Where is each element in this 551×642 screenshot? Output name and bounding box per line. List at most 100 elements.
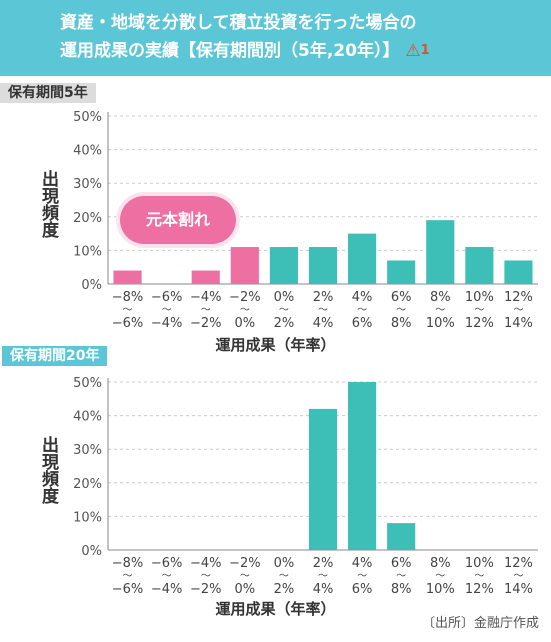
y-tick-label: 50% bbox=[73, 376, 102, 391]
x-tick-separator: 〜 bbox=[279, 571, 289, 582]
x-tick-label: −4% bbox=[151, 582, 183, 597]
bar bbox=[191, 270, 220, 284]
title-banner: 資産・地域を分散して積立投資を行った場合の 運用成果の実績【保有期間別（5年,2… bbox=[0, 0, 551, 76]
bar bbox=[269, 247, 298, 284]
x-tick-separator: 〜 bbox=[357, 305, 367, 316]
chart-title-20y: 保有期間20年 bbox=[2, 346, 108, 366]
x-tick-separator: 〜 bbox=[201, 305, 211, 316]
title-line-2-text: 運用成果の実績【保有期間別（5年,20年）】 bbox=[60, 41, 400, 61]
bar bbox=[465, 247, 494, 284]
y-tick-label: 0% bbox=[81, 278, 102, 293]
ylabel-5y-text: 出現頻度 bbox=[38, 170, 58, 238]
bar bbox=[230, 247, 259, 284]
y-tick-label: 10% bbox=[73, 244, 102, 259]
x-tick-label: 8% bbox=[391, 316, 412, 331]
x-tick-separator: 〜 bbox=[513, 571, 523, 582]
x-tick-label: 6% bbox=[352, 582, 373, 597]
x-tick-label: 0% bbox=[274, 290, 295, 305]
x-tick-label: 4% bbox=[352, 290, 373, 305]
x-tick-label: −2% bbox=[190, 582, 222, 597]
x-tick-label: 8% bbox=[430, 556, 451, 571]
x-tick-label: −4% bbox=[190, 556, 222, 571]
x-tick-label: 2% bbox=[313, 290, 334, 305]
warning-icon: ⚠ bbox=[405, 41, 421, 61]
x-tick-label: 2% bbox=[313, 556, 334, 571]
x-tick-label: −6% bbox=[112, 316, 144, 331]
x-tick-separator: 〜 bbox=[396, 305, 406, 316]
x-tick-label: −8% bbox=[112, 290, 144, 305]
y-tick-label: 50% bbox=[73, 110, 102, 125]
bar bbox=[426, 220, 455, 284]
ylabel-5y: 出現頻度 bbox=[37, 170, 58, 238]
bar bbox=[348, 382, 377, 550]
y-tick-label: 30% bbox=[73, 177, 102, 192]
x-tick-label: 10% bbox=[465, 290, 494, 305]
x-tick-separator: 〜 bbox=[240, 571, 250, 582]
x-tick-label: 0% bbox=[274, 556, 295, 571]
bar bbox=[348, 233, 377, 284]
bar bbox=[387, 523, 416, 550]
x-tick-label: −4% bbox=[151, 316, 183, 331]
title-line-1: 資産・地域を分散して積立投資を行った場合の bbox=[60, 13, 417, 33]
x-tick-label: 6% bbox=[352, 316, 373, 331]
x-tick-label: 2% bbox=[274, 582, 295, 597]
bar bbox=[504, 260, 533, 284]
y-tick-label: 40% bbox=[73, 410, 102, 425]
x-tick-label: 12% bbox=[465, 316, 494, 331]
x-tick-separator: 〜 bbox=[318, 571, 328, 582]
x-tick-label: −6% bbox=[112, 582, 144, 597]
chart-title-5y: 保有期間5年 bbox=[0, 83, 96, 103]
xlabel-20y: 運用成果（年率） bbox=[215, 600, 336, 618]
x-tick-label: −6% bbox=[151, 290, 183, 305]
ylabel-20y: 出現頻度 bbox=[37, 436, 58, 504]
xlabel-5y: 運用成果（年率） bbox=[215, 336, 336, 354]
y-tick-label: 10% bbox=[73, 510, 102, 525]
y-tick-label: 20% bbox=[73, 477, 102, 492]
x-tick-separator: 〜 bbox=[240, 305, 250, 316]
x-tick-label: 10% bbox=[465, 556, 494, 571]
bar bbox=[387, 260, 416, 284]
loss-annotation: 元本割れ bbox=[120, 196, 236, 244]
x-tick-label: 6% bbox=[391, 290, 412, 305]
x-tick-label: −2% bbox=[229, 556, 261, 571]
x-tick-separator: 〜 bbox=[513, 305, 523, 316]
x-tick-label: 4% bbox=[352, 556, 373, 571]
x-tick-label: 4% bbox=[313, 316, 334, 331]
x-tick-label: 12% bbox=[504, 556, 533, 571]
x-tick-label: 2% bbox=[274, 316, 295, 331]
bar bbox=[308, 247, 338, 284]
y-tick-label: 20% bbox=[73, 211, 102, 226]
x-tick-label: −8% bbox=[112, 556, 144, 571]
x-tick-separator: 〜 bbox=[474, 571, 484, 582]
x-tick-separator: 〜 bbox=[357, 571, 367, 582]
y-tick-label: 30% bbox=[73, 443, 102, 458]
x-tick-label: 12% bbox=[465, 582, 494, 597]
x-tick-label: 8% bbox=[391, 582, 412, 597]
x-tick-separator: 〜 bbox=[162, 571, 172, 582]
x-tick-separator: 〜 bbox=[201, 571, 211, 582]
warning-number: 1 bbox=[420, 43, 430, 58]
x-tick-label: −2% bbox=[229, 290, 261, 305]
x-tick-separator: 〜 bbox=[318, 305, 328, 316]
x-tick-label: −4% bbox=[190, 290, 222, 305]
y-tick-label: 40% bbox=[73, 144, 102, 159]
x-tick-separator: 〜 bbox=[435, 305, 445, 316]
bar bbox=[308, 408, 338, 550]
x-tick-separator: 〜 bbox=[474, 305, 484, 316]
x-tick-label: 8% bbox=[430, 290, 451, 305]
ylabel-20y-text: 出現頻度 bbox=[38, 436, 58, 504]
x-tick-separator: 〜 bbox=[162, 305, 172, 316]
x-tick-label: 14% bbox=[504, 582, 533, 597]
x-tick-separator: 〜 bbox=[123, 305, 133, 316]
x-tick-separator: 〜 bbox=[123, 571, 133, 582]
chart-5y: 0%10%20%30%40%50%−8%〜−6%−6%〜−4%−4%〜−2%−2… bbox=[73, 110, 538, 331]
x-tick-separator: 〜 bbox=[279, 305, 289, 316]
x-tick-separator: 〜 bbox=[435, 571, 445, 582]
x-tick-label: 12% bbox=[504, 290, 533, 305]
x-tick-label: 0% bbox=[235, 582, 256, 597]
x-tick-label: −6% bbox=[151, 556, 183, 571]
x-tick-label: 14% bbox=[504, 316, 533, 331]
x-tick-label: 4% bbox=[313, 582, 334, 597]
x-tick-label: 0% bbox=[235, 316, 256, 331]
